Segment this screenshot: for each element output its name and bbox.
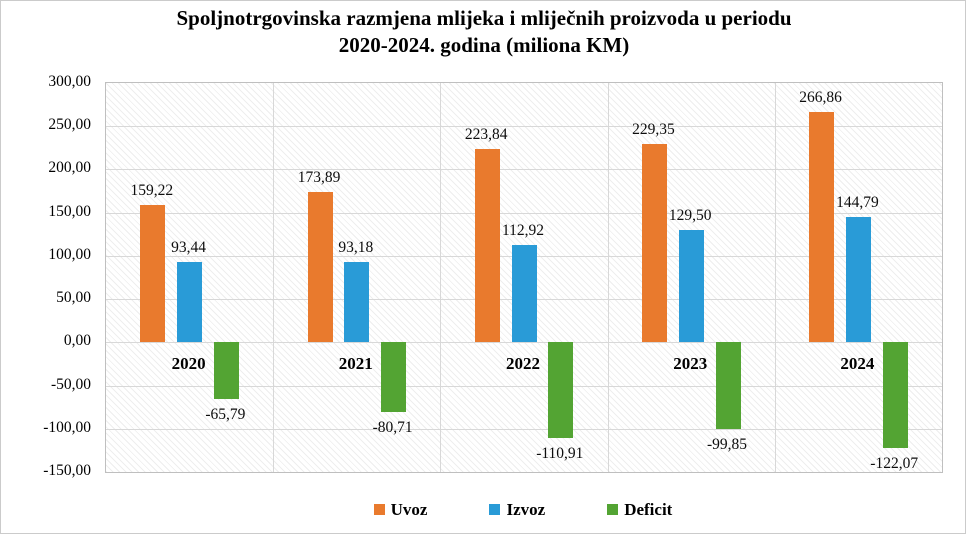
value-label-deficit-2020: -65,79 xyxy=(205,406,246,424)
legend-item-izvoz: Izvoz xyxy=(489,501,545,518)
category-label-2021: 2021 xyxy=(338,354,373,374)
value-label-uvoz-2020: 159,22 xyxy=(130,181,174,199)
horizontal-gridline xyxy=(106,342,942,344)
legend-swatch-icon xyxy=(373,503,385,515)
horizontal-gridline xyxy=(106,126,942,128)
y-axis-tick-label: -100,00 xyxy=(43,418,91,436)
y-axis-tick-label: -150,00 xyxy=(43,462,91,479)
horizontal-gridline xyxy=(106,212,942,214)
value-label-deficit-2022: -110,91 xyxy=(536,445,584,463)
y-axis-tick-label: 50,00 xyxy=(56,289,91,307)
legend-item-deficit: Deficit xyxy=(607,501,672,518)
bar-uvoz-2023 xyxy=(641,144,667,343)
y-axis-tick-label: 0,00 xyxy=(63,332,91,350)
value-label-deficit-2021: -80,71 xyxy=(372,419,413,437)
value-label-uvoz-2024: 266,86 xyxy=(799,88,842,106)
value-label-izvoz-2020: 93,44 xyxy=(171,238,207,256)
bar-uvoz-2020 xyxy=(140,204,166,343)
category-label-2023: 2023 xyxy=(673,354,708,374)
y-axis-tick-label: -50,00 xyxy=(50,375,91,393)
horizontal-gridline xyxy=(106,169,942,171)
value-label-izvoz-2023: 129,50 xyxy=(668,207,712,225)
value-label-izvoz-2024: 144,79 xyxy=(836,194,879,212)
chart-title-line-1: Spoljnotrgovinska razmjena mlijeka i mli… xyxy=(176,6,792,30)
legend-label: Uvoz xyxy=(390,499,428,519)
value-label-izvoz-2022: 112,92 xyxy=(501,221,545,239)
category-label-2020: 2020 xyxy=(171,354,206,374)
y-axis-tick-label: 100,00 xyxy=(48,245,91,263)
horizontal-gridline xyxy=(106,385,942,387)
value-label-izvoz-2021: 93,18 xyxy=(338,238,374,256)
value-label-uvoz-2021: 173,89 xyxy=(297,169,341,186)
bar-deficit-2024 xyxy=(882,342,908,448)
legend-swatch-icon xyxy=(607,503,619,515)
vertical-gridline xyxy=(774,83,776,472)
vertical-gridline xyxy=(273,83,275,472)
legend-swatch-icon xyxy=(489,503,501,515)
legend-item-uvoz: Uvoz xyxy=(373,499,428,519)
bar-izvoz-2020 xyxy=(177,261,203,343)
plot-area xyxy=(105,82,943,473)
bar-uvoz-2022 xyxy=(474,148,500,343)
value-label-deficit-2023: -99,85 xyxy=(706,435,748,453)
chart-title: Spoljnotrgovinska razmjena mlijeka i mli… xyxy=(31,5,937,59)
y-axis-tick-label: 250,00 xyxy=(48,116,91,134)
bar-izvoz-2022 xyxy=(511,244,537,343)
bar-deficit-2020 xyxy=(213,342,239,400)
y-axis-tick-label: 200,00 xyxy=(48,159,91,177)
bar-izvoz-2023 xyxy=(678,230,704,343)
y-axis-tick-label: 300,00 xyxy=(48,73,91,90)
bar-deficit-2021 xyxy=(381,342,407,413)
horizontal-gridline xyxy=(106,428,942,430)
chart-title-line-2: 2020-2024. godina (miliona KM) xyxy=(338,33,630,57)
y-axis-tick-label: 150,00 xyxy=(48,202,91,220)
bar-uvoz-2021 xyxy=(307,192,333,343)
vertical-gridline xyxy=(440,83,442,472)
category-label-2022: 2022 xyxy=(506,354,540,374)
category-label-2024: 2024 xyxy=(840,354,875,374)
bar-izvoz-2021 xyxy=(344,261,370,343)
value-label-deficit-2024: -122,07 xyxy=(870,454,919,472)
bar-deficit-2023 xyxy=(715,342,741,429)
value-label-uvoz-2022: 223,84 xyxy=(464,125,508,143)
legend-label: Deficit xyxy=(624,499,673,519)
bar-deficit-2022 xyxy=(548,342,574,439)
vertical-gridline xyxy=(607,83,609,472)
legend: Uvoz Izvoz Deficit xyxy=(105,496,941,522)
bar-izvoz-2024 xyxy=(845,217,871,343)
legend-label: Izvoz xyxy=(506,499,546,519)
bar-uvoz-2024 xyxy=(809,111,835,343)
value-label-uvoz-2023: 229,35 xyxy=(632,121,675,139)
